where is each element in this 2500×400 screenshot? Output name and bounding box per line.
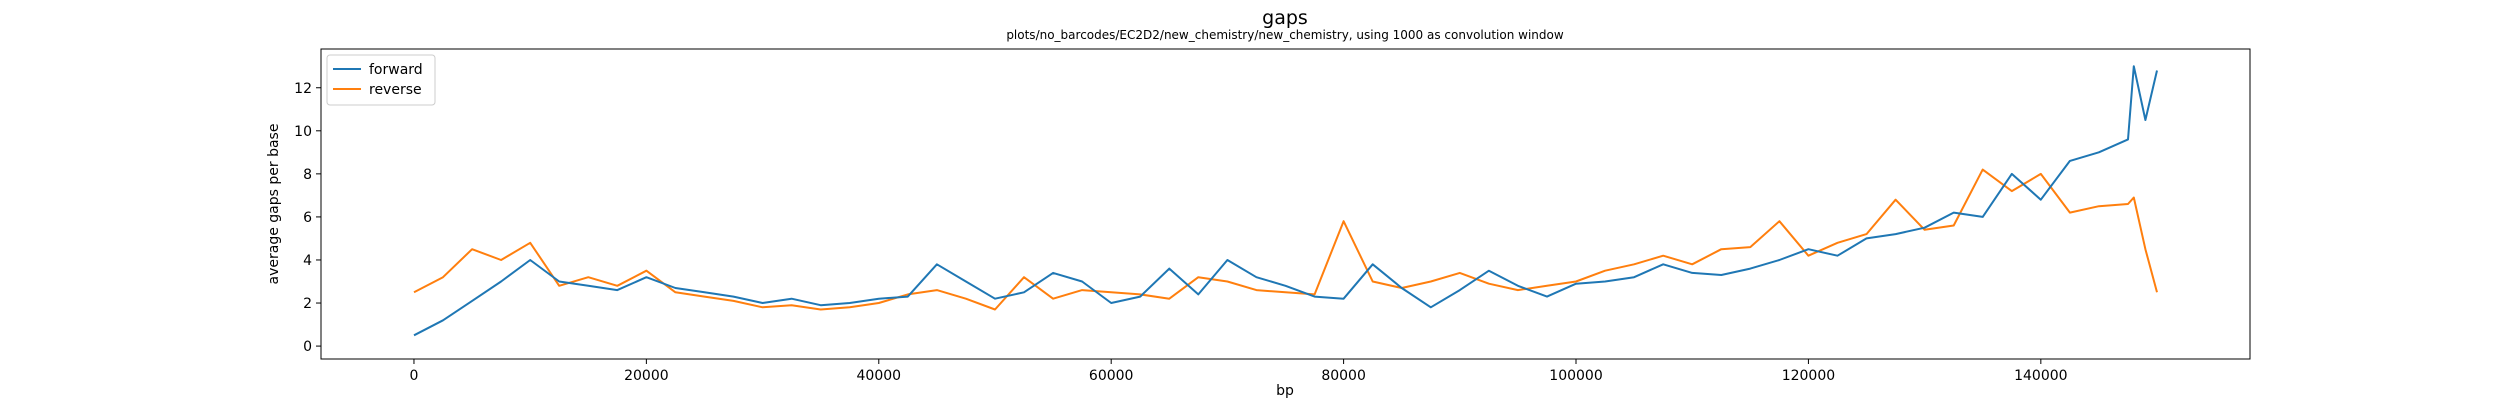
x-axis-label: bp	[1276, 383, 1294, 399]
series-line-forward	[413, 65, 2158, 337]
x-tick-label: 140000	[2014, 368, 2067, 384]
y-tick-label: 10	[294, 124, 312, 140]
x-tick-label: 0	[410, 368, 419, 384]
legend: forward reverse	[326, 54, 436, 106]
chart-title: gaps	[1262, 7, 1308, 29]
legend-frame	[326, 54, 436, 106]
x-tick-label: 40000	[857, 368, 902, 384]
y-tick-label: 8	[303, 167, 312, 183]
plot-area	[320, 48, 2251, 360]
x-tick-label: 80000	[1321, 368, 1366, 384]
y-tick-label: 4	[303, 253, 312, 269]
y-tick-label: 0	[303, 339, 312, 355]
x-tick-label: 20000	[624, 368, 669, 384]
x-tick-label: 100000	[1549, 368, 1602, 384]
y-axis-label: average gaps per base	[266, 124, 282, 285]
y-tick-label: 2	[303, 296, 312, 312]
y-tick-label: 12	[294, 81, 312, 97]
x-tick-label: 60000	[1089, 368, 1134, 384]
chart-subtitle: plots/no_barcodes/EC2D2/new_chemistry/ne…	[1006, 28, 1564, 42]
legend-label-reverse: reverse	[369, 82, 422, 98]
series-lines	[413, 65, 2158, 337]
series-line-reverse	[413, 168, 2158, 311]
axis-ticks: 0 20000 40000 60000 80000 100000 120000 140000 0…	[294, 81, 2067, 384]
y-tick-label: 6	[303, 210, 312, 226]
x-tick-label: 120000	[1782, 368, 1835, 384]
legend-label-forward: forward	[369, 62, 423, 78]
